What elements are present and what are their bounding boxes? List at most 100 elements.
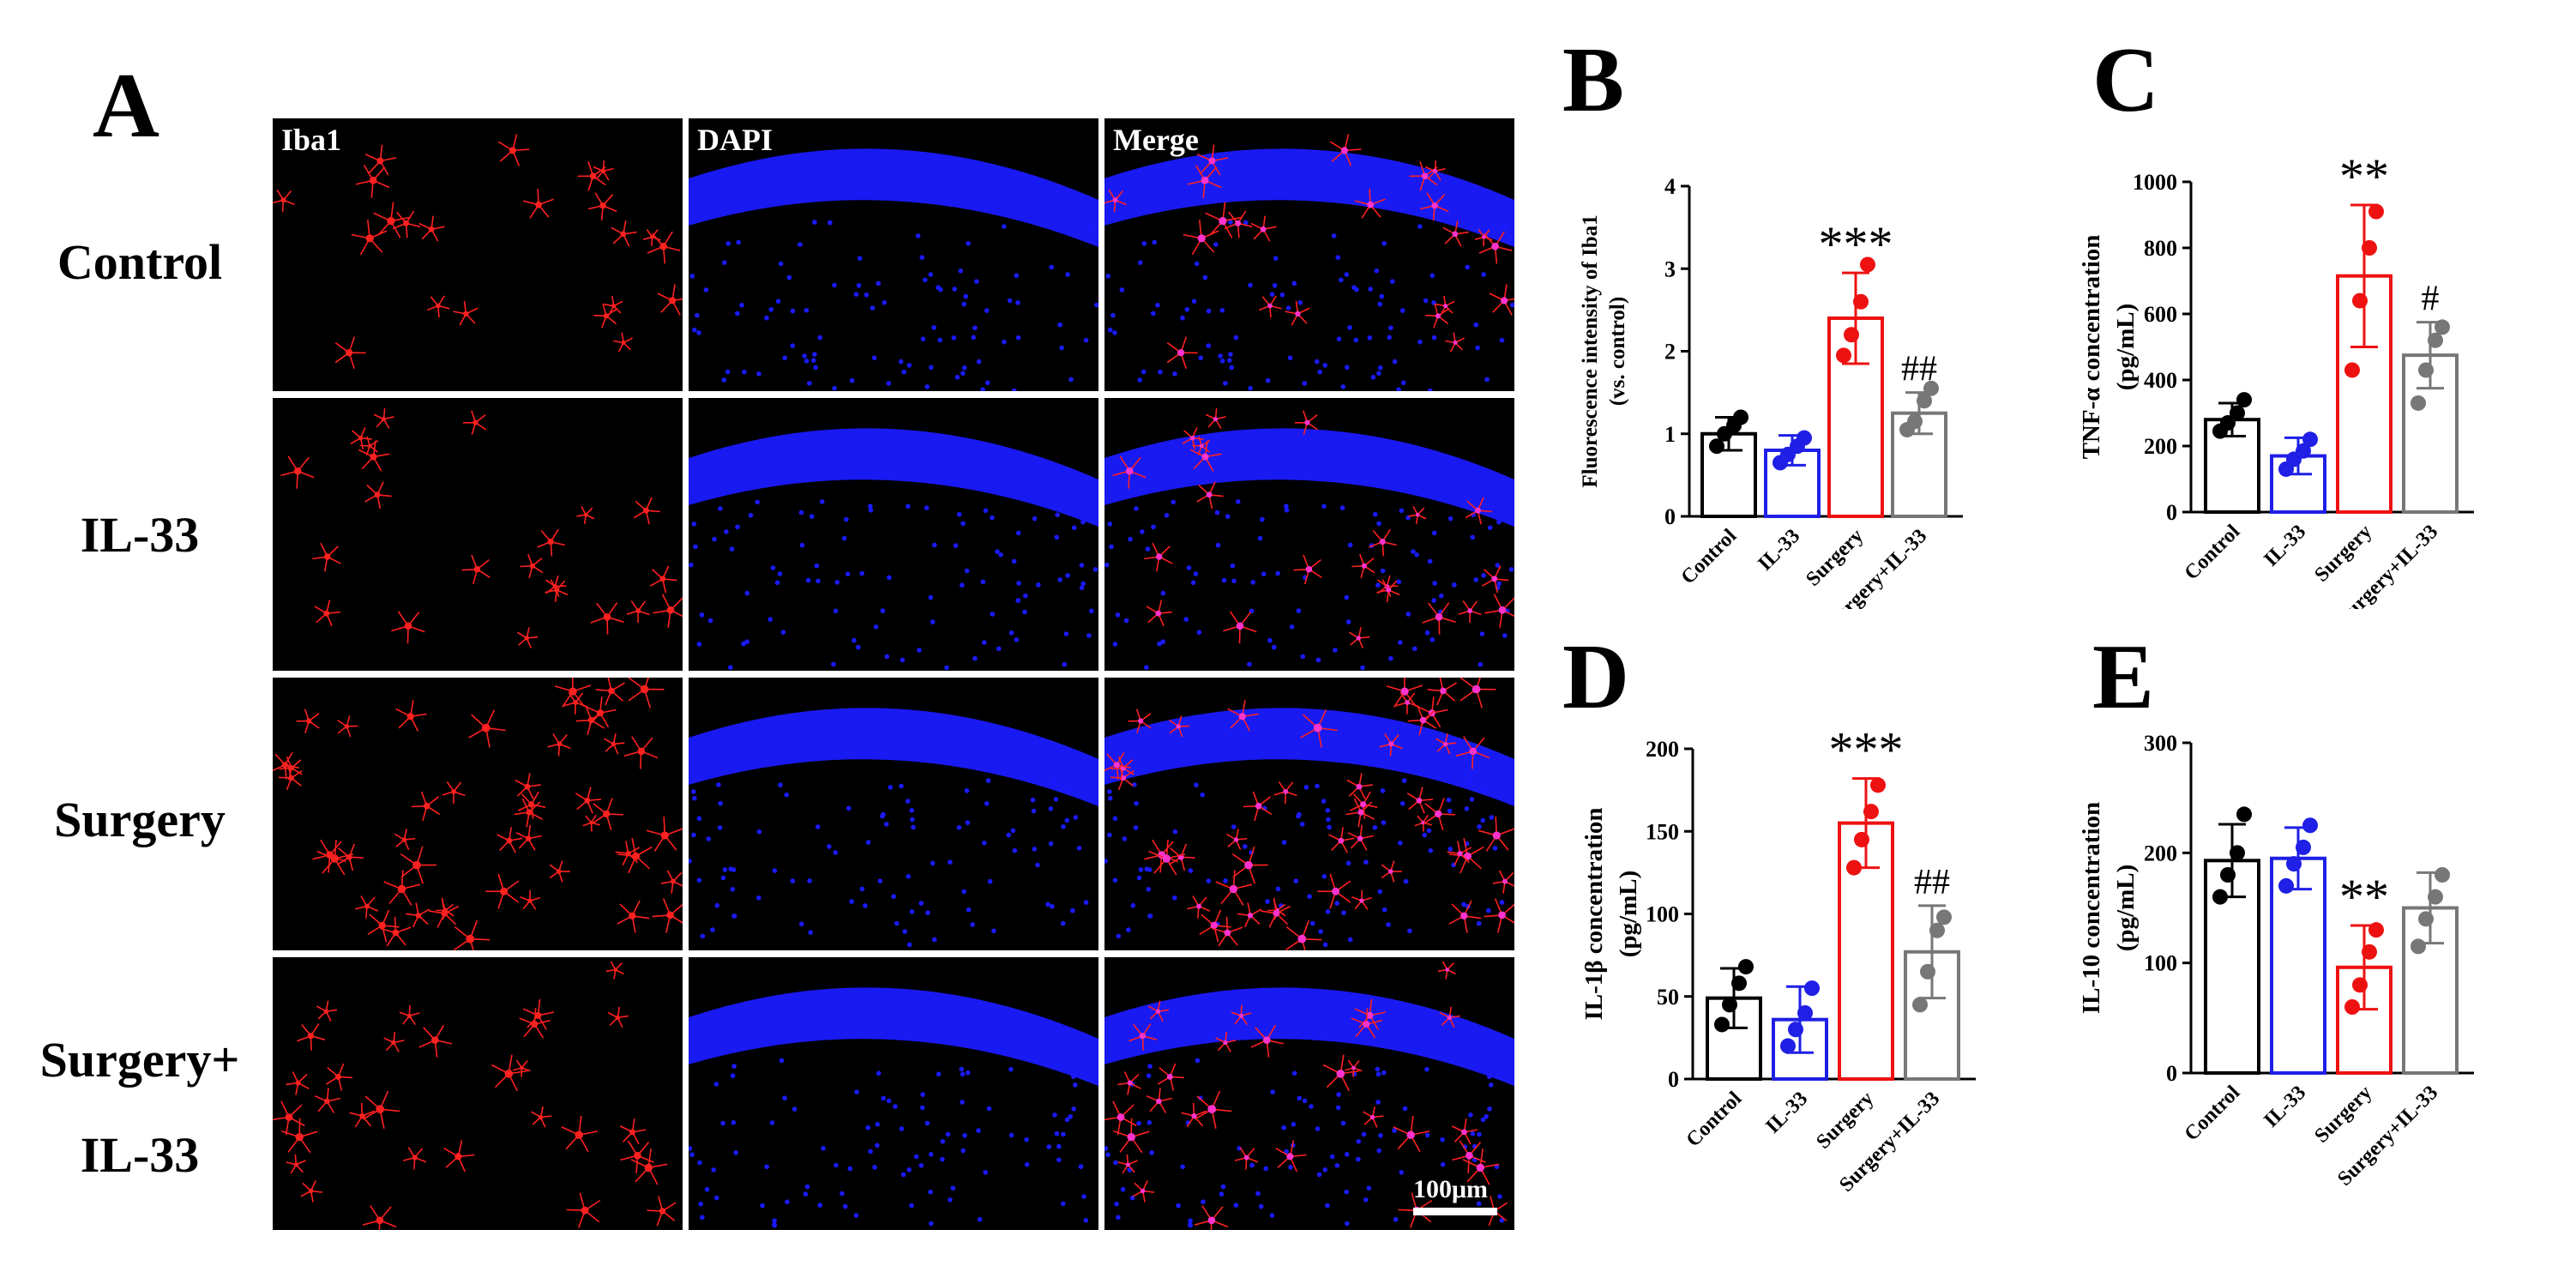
- microglia-cell: [1146, 600, 1172, 627]
- dapi-nucleus: [1228, 220, 1233, 225]
- dapi-nucleus: [777, 571, 783, 576]
- microglia-cell: [350, 427, 372, 449]
- micrograph-grid: Iba1 DAPI Merge 100μm: [273, 118, 1514, 1232]
- dapi-nucleus: [1176, 1203, 1181, 1209]
- microglia-cell: [1112, 455, 1147, 489]
- dapi-nucleus: [827, 844, 832, 849]
- dapi-nucleus: [1297, 811, 1302, 817]
- y-tick-label: 150: [1646, 819, 1679, 844]
- dapi-nucleus: [1070, 907, 1075, 913]
- dapi-nucleus: [1065, 272, 1070, 277]
- dapi-nucleus: [1481, 787, 1486, 793]
- dapi-nucleus: [1316, 1172, 1322, 1178]
- dapi-nucleus: [1263, 1166, 1269, 1172]
- dapi-nucleus: [984, 801, 990, 806]
- dapi-nucleus: [714, 902, 720, 908]
- bar-il-33: [2270, 856, 2326, 1075]
- x-tick-label: Control: [1677, 525, 1742, 589]
- dapi-nucleus: [1477, 1131, 1482, 1137]
- panel-letter-a: A: [93, 55, 159, 157]
- dapi-nucleus: [987, 878, 993, 884]
- microglia-cell: [286, 1154, 306, 1174]
- microglia-cell: [646, 817, 683, 852]
- dapi-nucleus: [1014, 637, 1020, 642]
- dapi-nucleus: [846, 805, 852, 811]
- microglia-cell: [1407, 705, 1437, 736]
- microglia-cell: [611, 220, 637, 247]
- dapi-nucleus: [1064, 817, 1070, 823]
- scale-bar: [1413, 1208, 1497, 1215]
- dapi-nucleus: [1291, 280, 1297, 286]
- dapi-nucleus: [1431, 335, 1437, 341]
- microglia-cell: [575, 787, 602, 814]
- dapi-nucleus: [925, 910, 930, 915]
- microglia-cell: [566, 1192, 601, 1228]
- microglia-cell: [273, 189, 295, 213]
- dapi-nucleus: [1388, 655, 1393, 661]
- dapi-nucleus: [1220, 1184, 1226, 1190]
- dapi-nucleus: [813, 365, 818, 371]
- dapi-nucleus: [972, 655, 978, 661]
- microglia-cell: [1406, 787, 1434, 814]
- data-point: [2296, 443, 2311, 459]
- dapi-nucleus: [959, 1066, 965, 1072]
- dapi-nucleus: [859, 886, 865, 892]
- microglia-cell: [1425, 303, 1449, 329]
- microglia-cell: [595, 678, 625, 706]
- microglia-cell: [383, 870, 421, 906]
- microglia-cell: [1435, 732, 1457, 755]
- dapi-nucleus: [1062, 661, 1068, 667]
- data-point: [2428, 889, 2443, 905]
- microglia-cell: [1462, 1148, 1500, 1185]
- dapi-nucleus: [865, 840, 871, 845]
- dapi-nucleus: [1321, 874, 1327, 879]
- dapi-nucleus: [1399, 508, 1405, 514]
- dapi-nucleus: [1068, 377, 1074, 383]
- dapi-nucleus: [1081, 1194, 1086, 1199]
- dapi-nucleus: [965, 820, 971, 825]
- dapi-nucleus: [868, 1148, 873, 1154]
- microglia-cell: [1117, 1071, 1141, 1095]
- dapi-nucleus: [1172, 829, 1178, 835]
- microglia-cell: [1317, 873, 1351, 909]
- dapi-nucleus: [831, 661, 836, 667]
- dapi-nucleus: [1119, 287, 1125, 292]
- micrograph-merge-row2: [1104, 398, 1514, 671]
- dapi-nucleus: [1499, 900, 1505, 905]
- dapi-nucleus: [1356, 1156, 1361, 1162]
- dapi-nucleus: [876, 280, 882, 286]
- dapi-nucleus: [1284, 508, 1290, 513]
- data-point: [1804, 980, 1820, 997]
- dapi-nucleus: [1480, 1117, 1486, 1123]
- dapi-nucleus: [1354, 286, 1359, 292]
- dapi-nucleus: [1183, 617, 1189, 622]
- dapi-nucleus: [1335, 255, 1341, 260]
- microglia-cell: [1369, 528, 1397, 557]
- dapi-nucleus: [1287, 355, 1293, 361]
- y-tick-label: 300: [2144, 731, 2177, 756]
- microglia-cell: [520, 889, 541, 910]
- dapi-nucleus: [974, 279, 979, 284]
- dapi-nucleus: [778, 261, 784, 267]
- dapi-nucleus: [872, 1165, 877, 1170]
- dapi-nucleus: [756, 895, 761, 901]
- dapi-nucleus: [931, 325, 936, 330]
- dapi-nucleus: [834, 1162, 839, 1168]
- dapi-nucleus: [1368, 286, 1373, 292]
- dapi-nucleus: [1188, 1218, 1193, 1223]
- dapi-nucleus: [1147, 1120, 1153, 1125]
- dapi-nucleus: [899, 783, 904, 789]
- dapi-nucleus: [1375, 582, 1381, 588]
- dapi-nucleus: [1279, 292, 1285, 298]
- dapi-nucleus: [1431, 598, 1436, 603]
- microglia-cell: [1482, 565, 1509, 594]
- data-point: [2344, 999, 2360, 1015]
- dapi-nucleus: [1010, 828, 1016, 834]
- microglia-cell: [515, 773, 541, 799]
- dapi-nucleus: [703, 287, 709, 292]
- microglia-cell: [519, 1008, 551, 1039]
- dapi-nucleus: [1206, 878, 1212, 883]
- microglia-cell: [468, 709, 506, 748]
- dapi-nucleus: [1227, 358, 1232, 364]
- microglia-cell: [1104, 189, 1127, 213]
